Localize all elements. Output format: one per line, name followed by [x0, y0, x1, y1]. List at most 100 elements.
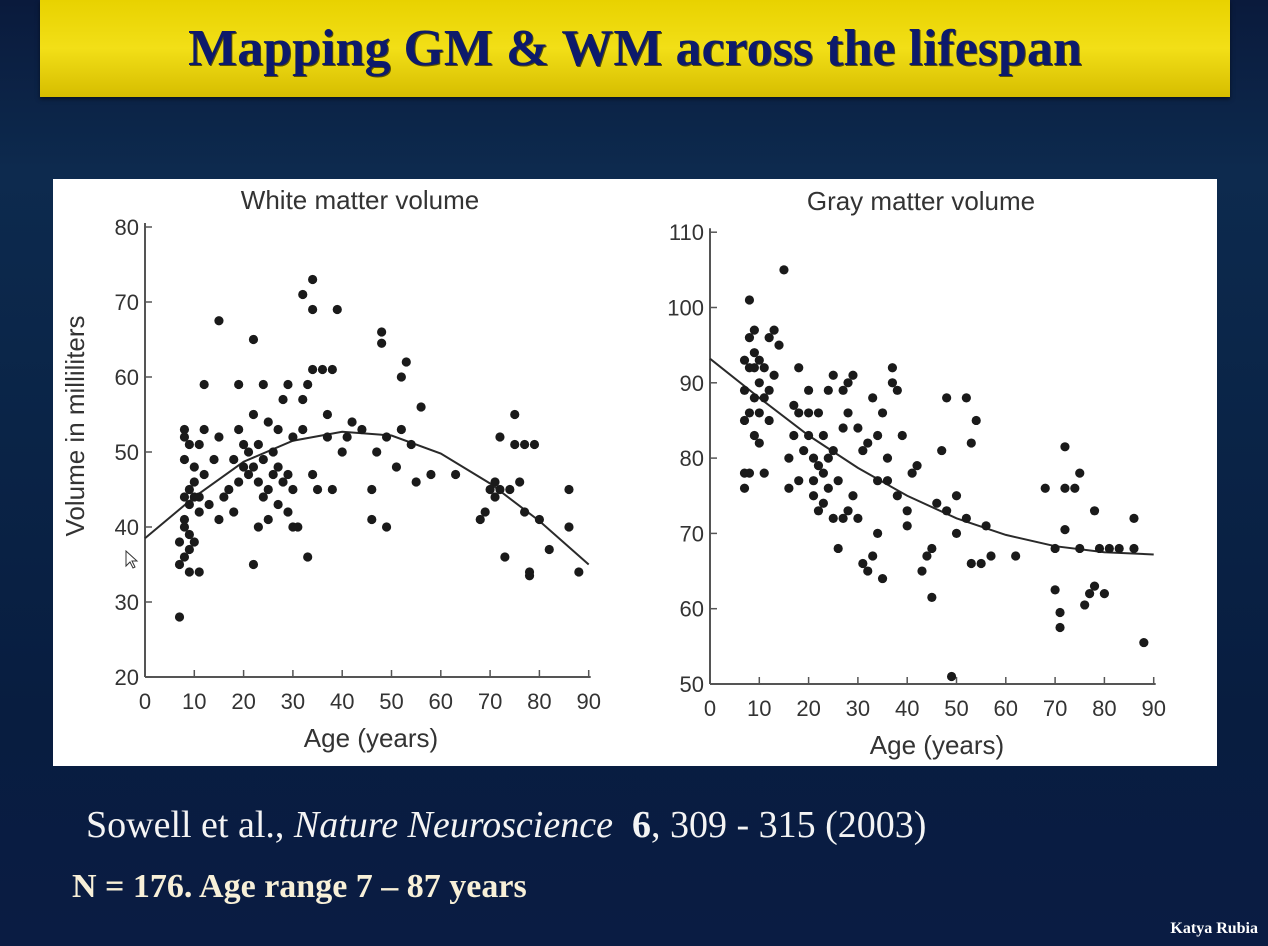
gm-data-point	[1040, 483, 1050, 493]
gm-data-point	[818, 430, 828, 441]
gm-data-point	[779, 265, 789, 275]
wm-data-point	[184, 439, 194, 450]
wm-data-point	[179, 454, 190, 465]
gm-data-point	[927, 543, 937, 554]
gm-data-point	[1060, 483, 1070, 493]
gm-data-point	[749, 363, 759, 373]
gm-data-point	[823, 483, 833, 493]
wm-data-point	[327, 484, 337, 495]
wm-data-point	[381, 432, 392, 442]
gm-data-point	[902, 521, 912, 531]
gm-chart-title: Gray matter volume	[807, 186, 1035, 216]
gm-data-point	[764, 415, 774, 426]
gm-data-point	[907, 468, 917, 478]
wm-data-point	[337, 447, 347, 457]
gm-data-point	[833, 476, 843, 486]
wm-x-tick-label: 20	[231, 689, 255, 714]
gm-data-point	[799, 445, 809, 456]
gm-data-point	[922, 551, 932, 561]
gm-data-point	[838, 513, 848, 523]
gm-data-point	[838, 385, 848, 395]
gm-data-point	[1099, 589, 1109, 599]
wm-data-point	[298, 289, 308, 300]
gm-data-point	[1075, 543, 1085, 554]
wm-x-axis-label: Age (years)	[304, 723, 438, 753]
gm-data-point	[873, 476, 883, 486]
wm-data-point	[263, 484, 273, 495]
gm-data-point	[749, 393, 759, 403]
wm-data-point	[194, 439, 204, 450]
gm-data-point	[759, 393, 769, 403]
gm-data-point	[794, 408, 804, 418]
gm-data-point	[843, 408, 853, 418]
wm-data-point	[214, 514, 224, 525]
wm-data-point	[239, 462, 249, 472]
gm-data-point	[744, 333, 755, 343]
gm-data-point	[759, 363, 769, 373]
gm-data-point	[966, 438, 976, 448]
gm-data-point	[843, 378, 853, 388]
gm-data-point	[1085, 589, 1095, 599]
wm-data-point	[288, 484, 298, 495]
gm-data-point	[749, 325, 759, 335]
wm-data-point	[303, 379, 313, 390]
gm-data-point	[833, 543, 843, 554]
wm-data-point	[564, 484, 574, 495]
wm-data-point	[312, 484, 323, 495]
gm-data-point	[804, 385, 814, 395]
gm-data-point	[794, 476, 804, 486]
wm-y-tick-label: 30	[115, 590, 139, 615]
gm-y-tick-label: 80	[680, 446, 704, 471]
wm-data-point	[234, 379, 244, 390]
gm-data-point	[804, 408, 814, 418]
wm-data-point	[283, 507, 293, 517]
gm-data-point	[951, 528, 962, 538]
author-credit: Katya Rubia	[1170, 920, 1258, 937]
wm-data-point	[347, 417, 357, 427]
wm-data-point	[179, 514, 190, 525]
wm-data-point	[317, 364, 328, 375]
gm-data-point	[1114, 543, 1124, 554]
gm-data-point	[754, 438, 764, 448]
gm-data-point	[1050, 585, 1060, 595]
gm-y-tick-label: 100	[667, 296, 704, 321]
gm-data-point	[764, 385, 774, 395]
wm-data-point	[450, 469, 461, 480]
wm-data-point	[258, 379, 268, 390]
gm-data-point	[828, 370, 838, 380]
wm-data-point	[184, 544, 194, 555]
wm-data-point	[298, 424, 308, 435]
gm-data-point	[863, 438, 873, 448]
wm-data-point	[308, 304, 318, 315]
wm-y-tick-label: 60	[115, 365, 139, 390]
wm-data-point	[184, 499, 194, 510]
gm-y-tick-label: 70	[680, 521, 704, 546]
wm-data-point	[243, 447, 254, 457]
wm-data-point	[308, 364, 318, 375]
wm-data-point	[194, 492, 204, 502]
citation-pages: , 309 - 315 (2003)	[650, 804, 927, 846]
gm-data-point	[843, 506, 853, 516]
wm-data-point	[298, 394, 308, 405]
gm-x-tick-label: 0	[704, 696, 716, 721]
wm-data-point	[179, 424, 190, 435]
wm-data-point	[327, 364, 337, 375]
wm-data-point	[564, 522, 574, 532]
wm-data-point	[248, 334, 259, 345]
gm-data-point	[813, 408, 824, 418]
wm-data-point	[234, 477, 244, 487]
wm-data-point	[342, 432, 352, 442]
gm-data-point	[1080, 600, 1090, 610]
sample-info: N = 176. Age range 7 – 87 years	[72, 868, 527, 905]
wm-data-point	[199, 424, 209, 435]
gm-data-point	[838, 423, 848, 433]
gm-data-point	[858, 558, 868, 569]
wm-y-tick-label: 40	[115, 515, 139, 540]
gm-data-point	[887, 378, 898, 388]
wm-data-point	[505, 484, 515, 495]
charts-figure: 0 10 20 30 40 50 60 70 80 90 20 30 40 50 60 70 80 White m…	[60, 185, 1166, 760]
gm-data-point	[946, 671, 957, 682]
wm-data-point	[495, 484, 505, 495]
gm-data-point	[882, 476, 893, 486]
wm-x-tick-label: 50	[379, 689, 403, 714]
